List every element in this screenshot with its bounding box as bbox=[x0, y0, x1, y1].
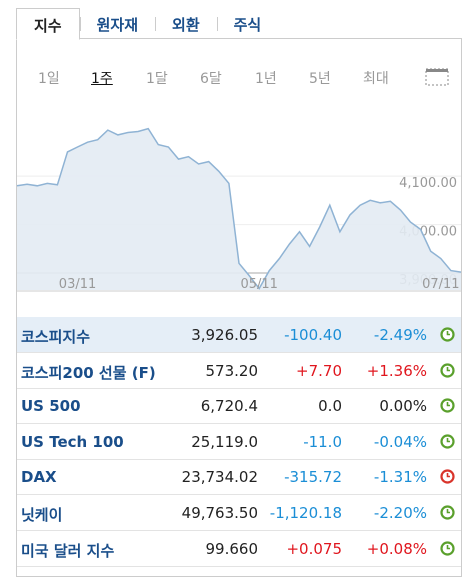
change: +0.075 bbox=[286, 539, 342, 558]
table-row[interactable]: US Tech 100 25,119.0 -11.0 -0.04% bbox=[17, 424, 461, 460]
fullscreen-icon[interactable] bbox=[425, 68, 449, 86]
change: -1,120.18 bbox=[269, 504, 342, 522]
change: -100.40 bbox=[284, 326, 342, 344]
change-percent: +0.08% bbox=[366, 539, 427, 558]
period-button[interactable]: 6달 bbox=[200, 71, 222, 87]
tab[interactable]: 지수 bbox=[16, 8, 80, 40]
clock-icon bbox=[440, 540, 455, 556]
period-button[interactable]: 1년 bbox=[255, 71, 277, 87]
clock-icon bbox=[440, 398, 455, 413]
period-button[interactable]: 최대 bbox=[363, 71, 389, 87]
period-button[interactable]: 1주 bbox=[91, 71, 113, 87]
table-row[interactable]: 미국 달러 지수 99.660 +0.075 +0.08% bbox=[17, 531, 461, 567]
y-tick-label: 4,100.00 bbox=[399, 176, 457, 191]
change-percent: -2.20% bbox=[373, 504, 427, 522]
change: 0.0 bbox=[318, 397, 342, 416]
change-percent: -0.04% bbox=[373, 432, 427, 451]
period-bar: 1일 1주 1달 6달 1년 5년 최대 bbox=[16, 68, 462, 92]
panel bbox=[16, 38, 462, 577]
area bbox=[17, 128, 461, 290]
table-row[interactable]: DAX 23,734.02 -315.72 -1.31% bbox=[17, 459, 461, 496]
table-row[interactable]: 코스피지수 3,926.05 -100.40 -2.49% bbox=[17, 317, 461, 353]
x-tick-label: 07/11 bbox=[422, 277, 459, 292]
change-percent: -2.49% bbox=[373, 326, 427, 344]
x-tick-label: 05/11 bbox=[240, 277, 277, 292]
name: 코스피200 선물 (F) bbox=[21, 363, 156, 382]
change-percent: 0.00% bbox=[379, 397, 427, 416]
change: +7.70 bbox=[296, 361, 342, 380]
table-row[interactable]: 닛케이 49,763.50 -1,120.18 -2.20% bbox=[17, 495, 461, 531]
period-button[interactable]: 5년 bbox=[309, 71, 331, 87]
clock-icon bbox=[440, 434, 455, 449]
price: 573.20 bbox=[205, 361, 259, 380]
period-button[interactable]: 1일 bbox=[38, 71, 60, 87]
price: 49,763.50 bbox=[181, 504, 258, 522]
change: -11.0 bbox=[303, 432, 342, 451]
clock-icon bbox=[440, 469, 455, 484]
price: 99.660 bbox=[205, 539, 259, 558]
tab[interactable]: 원자재 bbox=[79, 8, 155, 38]
tab-bar: 지수 원자재 외환 주식 bbox=[16, 8, 462, 40]
name: 미국 달러 지수 bbox=[21, 541, 115, 560]
clock-icon bbox=[440, 327, 455, 342]
table-row[interactable]: US 500 6,720.4 0.0 0.00% bbox=[17, 388, 461, 425]
clock-icon bbox=[440, 362, 455, 378]
price: 6,720.4 bbox=[200, 397, 258, 416]
price: 3,926.05 bbox=[191, 326, 258, 344]
change: -315.72 bbox=[284, 468, 342, 487]
price: 23,734.02 bbox=[181, 468, 258, 487]
name: DAX bbox=[21, 468, 57, 487]
tab[interactable]: 주식 bbox=[216, 8, 279, 38]
name: US 500 bbox=[21, 397, 81, 416]
table-row[interactable]: 코스피200 선물 (F) 573.20 +7.70 +1.36% bbox=[17, 353, 461, 389]
change-percent: +1.36% bbox=[366, 361, 427, 380]
period-button[interactable]: 1달 bbox=[146, 71, 168, 87]
clock-icon bbox=[440, 505, 455, 520]
name: US Tech 100 bbox=[21, 432, 124, 451]
tab[interactable]: 외환 bbox=[155, 8, 217, 38]
price: 25,119.0 bbox=[191, 432, 258, 451]
x-tick-label: 03/11 bbox=[59, 277, 96, 292]
name: 코스피지수 bbox=[21, 328, 91, 346]
name: 닛케이 bbox=[21, 506, 63, 524]
line bbox=[16, 127, 462, 290]
change-percent: -1.31% bbox=[373, 468, 427, 487]
